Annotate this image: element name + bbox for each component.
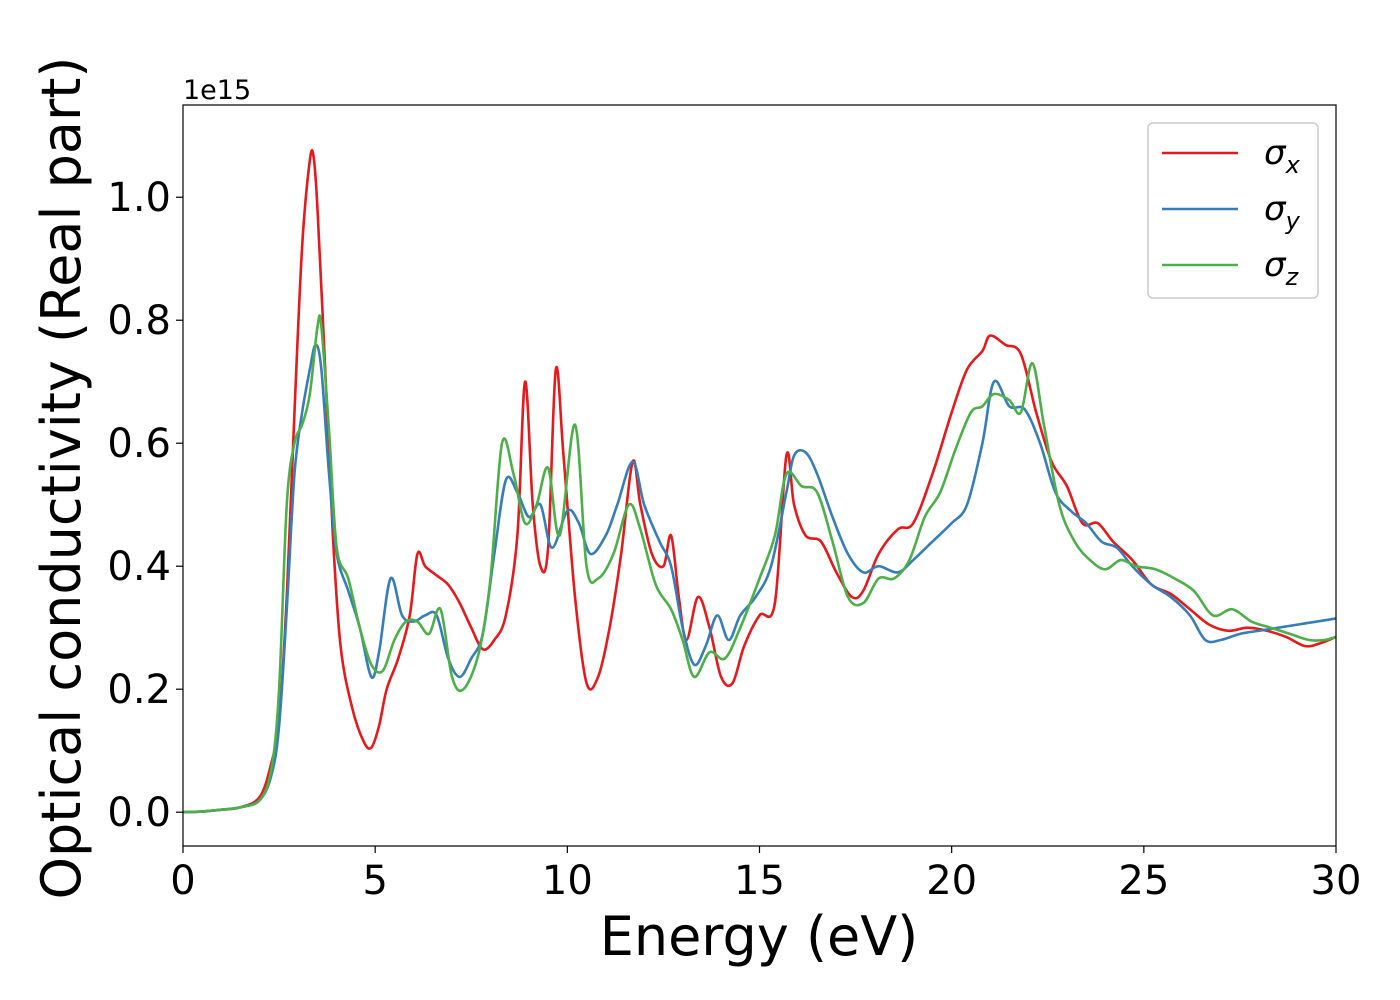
series-line-y <box>182 343 1337 814</box>
y-tick-label: 0.4 <box>107 544 171 590</box>
x-tick-label: 15 <box>734 858 785 904</box>
x-axis: 0 5 10 15 20 25 30 <box>170 846 1361 904</box>
x-axis-title: Energy (eV) <box>600 905 919 968</box>
legend-box <box>1147 122 1319 299</box>
y-tick-label: 0.6 <box>107 421 171 467</box>
series-line-z <box>182 314 1337 814</box>
y-offset-label: 1e15 <box>183 75 251 106</box>
y-axis-title: Optical conductivity (Real part) <box>30 57 93 900</box>
plot-background <box>183 105 1336 846</box>
x-tick-label: 20 <box>926 858 977 904</box>
y-tick-label: 0.2 <box>107 667 171 713</box>
y-axis: 0.0 0.2 0.4 0.6 0.8 1.0 <box>107 175 183 836</box>
y-tick-label: 1.0 <box>107 175 171 221</box>
y-tick-label: 0.8 <box>107 298 171 344</box>
x-tick-label: 5 <box>362 858 387 904</box>
x-tick-label: 25 <box>1118 858 1169 904</box>
x-tick-label: 10 <box>542 858 593 904</box>
y-tick-label: 0.0 <box>107 790 171 836</box>
x-tick-label: 30 <box>1311 858 1362 904</box>
series-lines <box>182 148 1337 814</box>
x-tick-label: 0 <box>170 858 195 904</box>
